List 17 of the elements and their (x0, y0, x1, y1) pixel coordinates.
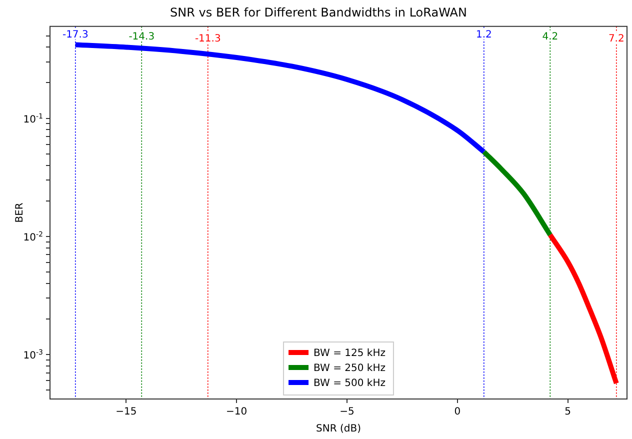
ref-line-label: -14.3 (128, 31, 155, 42)
x-axis-title: SNR (dB) (316, 424, 362, 435)
x-tick-label: −5 (340, 406, 354, 418)
ref-line-label: -11.3 (194, 33, 221, 44)
legend-label: BW = 500 kHz (314, 378, 386, 389)
chart-title: SNR vs BER for Different Bandwidths in LoRaWAN (170, 5, 467, 20)
x-tick-label: 0 (454, 406, 461, 418)
x-tick-label: −10 (226, 406, 248, 418)
legend-label: BW = 250 kHz (314, 363, 386, 374)
x-tick-label: −15 (116, 406, 137, 418)
ref-line-label: -17.3 (62, 29, 88, 40)
ref-line-label: 1.2 (476, 29, 492, 40)
ref-line-label: 7.2 (608, 33, 624, 44)
x-tick-label: 5 (564, 406, 572, 418)
legend-label: BW = 125 kHz (314, 348, 386, 359)
ref-line-label: 4.2 (542, 31, 558, 42)
y-axis-title: BER (14, 202, 26, 223)
